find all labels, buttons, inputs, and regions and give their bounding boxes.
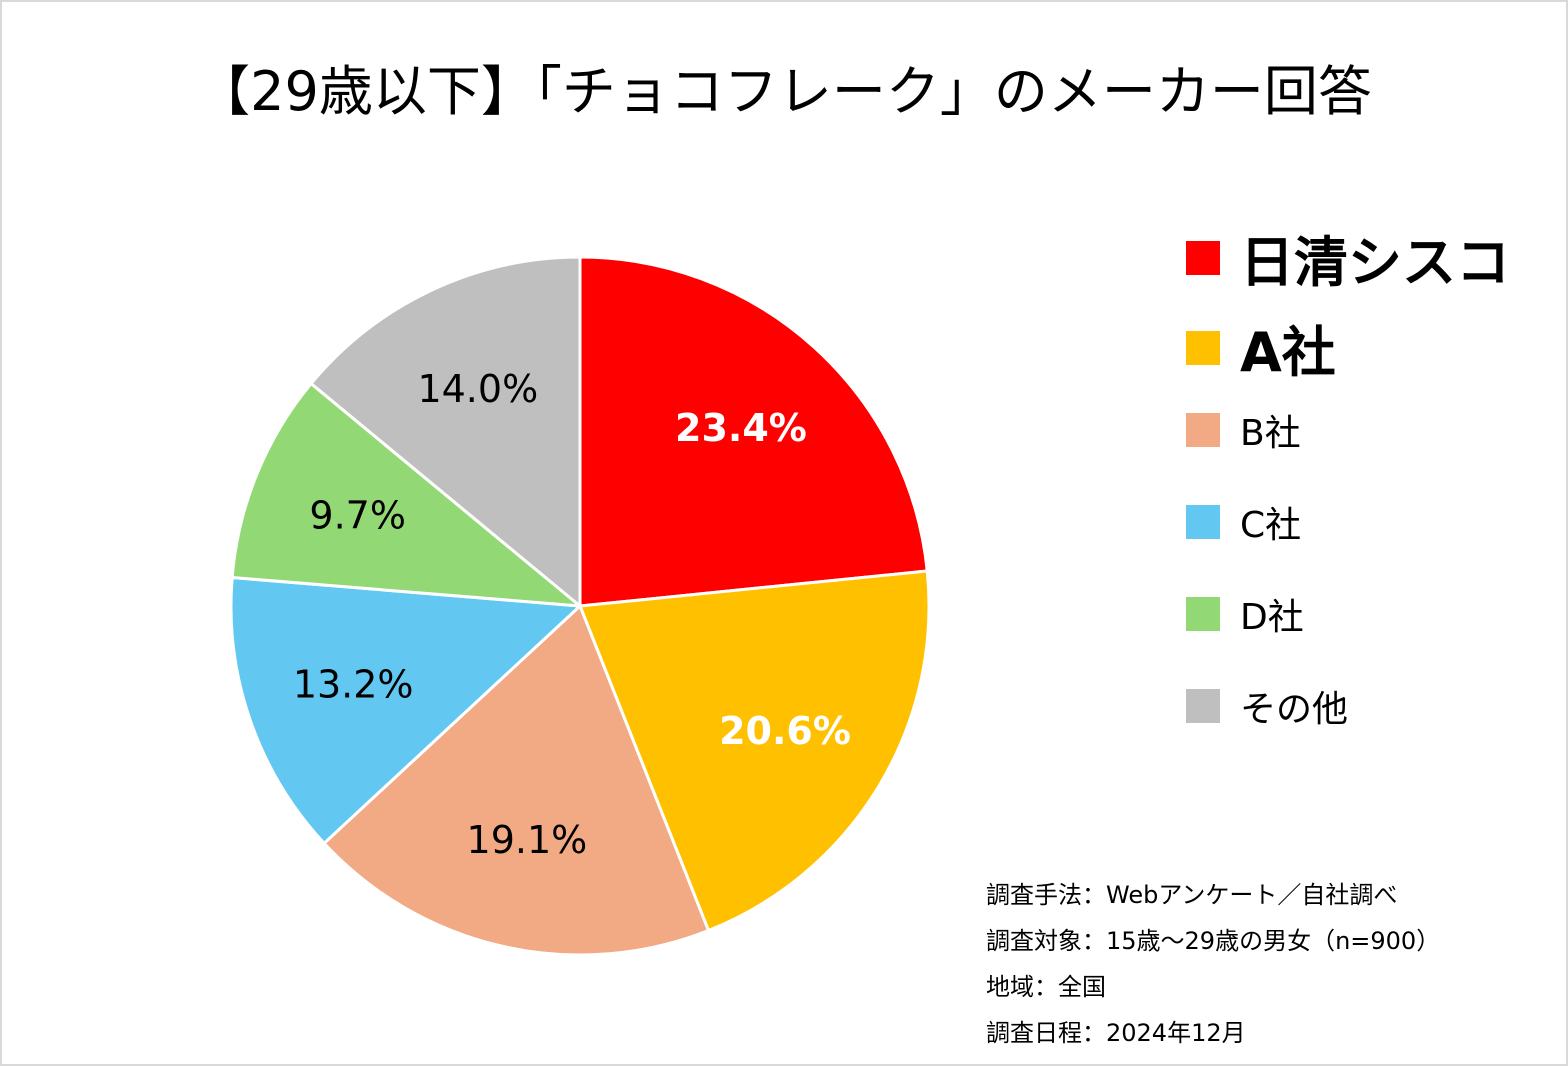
pie-slice-3 [229,576,582,845]
slice-label-4: 9.7% [309,494,406,538]
slice-label-2: 19.1% [467,818,588,862]
legend-label: 日清シスコ [1240,231,1510,294]
legend-swatch [1186,240,1220,275]
slice-label-1: 20.6% [719,709,851,753]
pie-slice-4 [230,382,582,608]
legend-swatch [1186,505,1220,539]
legend-item-b: B社 [1186,404,1301,456]
legend-swatch [1186,689,1220,723]
legend-item-a: A社 [1186,308,1336,387]
legend-label: C社 [1240,505,1302,546]
note-date: 調査日程：2024年12月 [986,1019,1246,1047]
legend-label: D社 [1240,597,1304,638]
legend-swatch [1186,330,1220,365]
slice-label-5: 14.0% [417,367,538,411]
legend-label: A社 [1240,321,1336,384]
note-target: 調査対象：15歳～29歳の男女（n=900） [986,927,1441,955]
chart-title: 【29歳以下】「チョコフレーク」のメーカー回答 [196,60,1372,123]
note-region: 地域：全国 [986,973,1106,1001]
legend-label: その他 [1240,689,1349,730]
legend-swatch [1186,413,1220,447]
legend-item-nissin-cisco: 日清シスコ [1186,218,1510,297]
legend-item-other: その他 [1186,680,1348,732]
pie-slice-1 [578,569,931,932]
note-method: 調査手法：Webアンケート／自社調べ [986,881,1398,909]
legend-item-c: C社 [1186,496,1301,548]
legend-item-d: D社 [1186,588,1304,640]
pie-slice-0 [578,255,929,608]
slice-label-3: 13.2% [293,662,414,706]
slice-label-0: 23.4% [675,406,807,450]
survey-notes: 調査手法：Webアンケート／自社調べ 調査対象：15歳～29歳の男女（n=900… [986,872,1440,1056]
pie-slice-2 [322,604,710,957]
legend-swatch [1186,597,1220,631]
pie-slice-5 [309,255,582,608]
legend-label: B社 [1240,413,1301,454]
